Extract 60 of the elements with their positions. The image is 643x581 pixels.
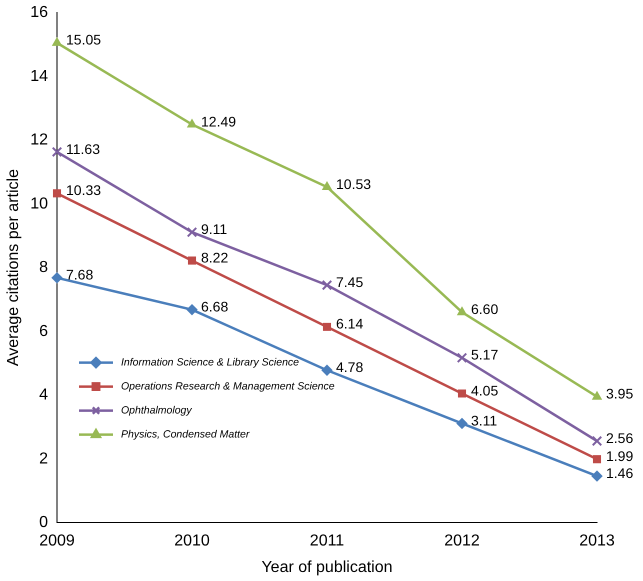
data-label: 6.14 bbox=[336, 316, 364, 332]
legend-label: Operations Research & Management Science bbox=[120, 380, 335, 393]
point bbox=[592, 436, 602, 446]
data-label: 4.78 bbox=[336, 359, 364, 376]
legend-label: Ophthalmology bbox=[120, 404, 192, 417]
point bbox=[322, 364, 332, 376]
x-tick-label: 2009 bbox=[39, 532, 75, 550]
x-tick-label: 2011 bbox=[310, 532, 344, 550]
data-label: 7.68 bbox=[66, 266, 94, 283]
point bbox=[592, 391, 602, 400]
point bbox=[592, 470, 602, 482]
point bbox=[186, 226, 198, 238]
point bbox=[456, 352, 468, 364]
point bbox=[188, 256, 196, 265]
x-tick-label: 2013 bbox=[579, 532, 615, 550]
y-tick-label: 0 bbox=[39, 514, 48, 532]
point bbox=[322, 280, 332, 290]
y-tick-label: 12 bbox=[30, 132, 48, 149]
point bbox=[186, 304, 198, 316]
data-label: 4.05 bbox=[471, 382, 498, 398]
point bbox=[592, 455, 602, 464]
point bbox=[456, 418, 468, 429]
y-tick-label: 16 bbox=[30, 4, 48, 22]
point bbox=[322, 181, 332, 190]
data-label: 3.95 bbox=[606, 386, 634, 402]
y-tick-label: 8 bbox=[39, 259, 48, 276]
point bbox=[51, 272, 62, 284]
data-label: 2.56 bbox=[606, 430, 634, 446]
data-label: 5.17 bbox=[471, 346, 498, 363]
point bbox=[322, 322, 332, 331]
data-label: 8.22 bbox=[201, 249, 228, 266]
y-axis-title: Average citations per article bbox=[5, 168, 22, 366]
legend-label: Information Science & Library Science bbox=[120, 356, 300, 369]
point bbox=[52, 146, 62, 158]
data-label: 6.68 bbox=[201, 298, 228, 315]
data-label: 3.11 bbox=[471, 412, 498, 428]
data-label: 12.49 bbox=[201, 113, 236, 130]
data-label: 1.99 bbox=[606, 448, 634, 464]
x-tick-label: 2010 bbox=[174, 532, 210, 550]
data-label: 15.05 bbox=[66, 32, 102, 48]
y-tick-label: 6 bbox=[39, 322, 48, 340]
legend-label: Physics, Condensed Matter bbox=[120, 428, 250, 441]
data-label: 10.53 bbox=[336, 176, 372, 192]
y-tick-label: 10 bbox=[30, 195, 48, 212]
data-label: 10.33 bbox=[66, 182, 102, 198]
data-label: 9.11 bbox=[201, 221, 228, 238]
data-label: 7.45 bbox=[336, 274, 364, 290]
x-tick-label: 2012 bbox=[444, 532, 480, 550]
y-tick-label: 4 bbox=[39, 386, 48, 404]
point bbox=[187, 118, 197, 128]
x-axis-title: Year of publication bbox=[261, 558, 393, 576]
point bbox=[52, 189, 62, 198]
point bbox=[458, 389, 466, 398]
data-label: 6.60 bbox=[471, 301, 498, 318]
data-label: 1.46 bbox=[606, 464, 634, 481]
y-tick-label: 2 bbox=[39, 450, 48, 468]
point bbox=[52, 37, 62, 46]
y-tick-label: 14 bbox=[30, 68, 48, 85]
point bbox=[457, 306, 467, 316]
data-label: 11.63 bbox=[66, 140, 100, 157]
